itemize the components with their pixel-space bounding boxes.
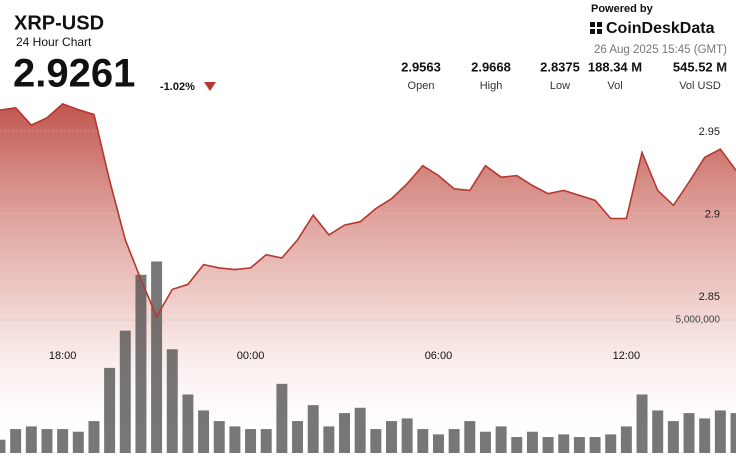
volume-bar	[260, 429, 272, 453]
x-tick-label: 18:00	[49, 350, 77, 362]
volume-bar	[636, 394, 648, 453]
stat-value: 188.34 M	[588, 59, 642, 74]
volume-bar	[151, 261, 163, 453]
timestamp: 26 Aug 2025 15:45 (GMT)	[594, 44, 727, 56]
brand-logo	[590, 22, 602, 34]
volume-bar	[135, 274, 147, 453]
volume-bar	[526, 431, 538, 453]
volume-bar	[699, 418, 711, 453]
powered-by: Powered by	[591, 3, 654, 15]
volume-bar	[370, 429, 382, 453]
stat-label: Low	[550, 80, 570, 92]
volume-bar	[495, 426, 507, 453]
brand: CoinDeskData	[606, 20, 715, 37]
price-line	[0, 102, 736, 319]
volume-bar	[166, 349, 178, 453]
volume-bar	[323, 426, 335, 453]
volume-bar	[558, 434, 570, 453]
symbol: XRP-USD	[14, 12, 104, 34]
volume-bar	[57, 429, 69, 453]
volume-bar	[41, 429, 53, 453]
stat-label: High	[480, 80, 503, 92]
volume-bar	[386, 421, 397, 453]
volume-bar	[198, 410, 210, 453]
volume-bar	[182, 394, 194, 453]
volume-bar	[104, 367, 116, 453]
volume-bar	[292, 421, 304, 453]
volume-bar	[542, 437, 554, 453]
plot-area: 2.85 2.9 2.95 5,000,000 18:00 00:00 06:00 12:00	[0, 102, 736, 454]
volume-bar	[339, 413, 350, 453]
x-tick-label: 06:00	[425, 350, 453, 362]
volume-bar	[417, 429, 429, 453]
stat-value: 2.9668	[471, 59, 511, 74]
volume-bar	[573, 437, 585, 453]
stat-label: Vol USD	[679, 80, 721, 92]
volume-bar	[88, 421, 100, 453]
stat-value: 2.8375	[540, 59, 580, 74]
price: 2.9261	[13, 52, 135, 96]
x-tick-label: 00:00	[237, 350, 265, 362]
volume-bar	[307, 405, 319, 453]
volume-bar	[25, 426, 37, 453]
y-tick-label: 2.85	[699, 291, 720, 303]
volume-bar	[10, 429, 22, 453]
down-arrow	[204, 82, 216, 91]
volume-bar	[605, 434, 617, 453]
volume-bar	[72, 431, 84, 453]
volume-bar	[620, 426, 632, 453]
volume-bar	[432, 434, 444, 453]
stat-value: 545.52 M	[673, 59, 727, 74]
volume-bar	[479, 431, 491, 453]
volume-bar	[448, 429, 460, 453]
stats: 2.9563 Open 2.9668 High 2.8375 Low 188.34 M Vol…	[401, 59, 727, 91]
volume-bar	[119, 330, 131, 453]
volume-bar	[652, 410, 664, 453]
volume-bar	[229, 426, 241, 453]
stat-label: Open	[408, 80, 435, 92]
volume-bar	[401, 418, 413, 453]
change: -1.02%	[160, 81, 195, 93]
volume-bar	[276, 383, 288, 453]
volume-bar	[667, 421, 679, 453]
volume-bar	[245, 429, 257, 453]
volume-bar	[589, 437, 601, 453]
stat-value: 2.9563	[401, 59, 441, 74]
subtitle: 24 Hour Chart	[16, 35, 92, 49]
stat-label: Vol	[607, 80, 622, 92]
volume-bar	[714, 410, 726, 453]
x-tick-label: 12:00	[613, 350, 641, 362]
price-area	[0, 103, 736, 454]
y-tick-label: 2.9	[705, 208, 720, 220]
y-tick-label: 2.95	[699, 126, 720, 138]
volume-bar	[0, 439, 6, 453]
volume-bar	[730, 413, 736, 453]
volume-bar	[683, 413, 695, 453]
volume-bar	[213, 421, 225, 453]
volume-bar	[464, 421, 476, 453]
volume-bar	[354, 407, 366, 453]
y2-tick-label: 5,000,000	[676, 315, 721, 326]
volume-bar	[511, 437, 523, 453]
